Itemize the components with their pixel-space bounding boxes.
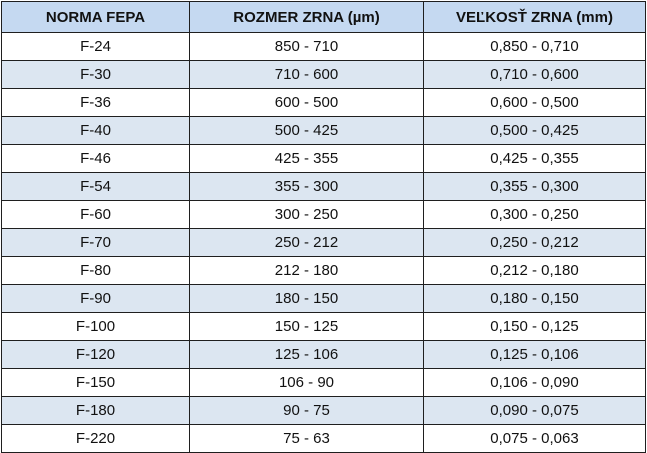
cell-grain-size-um: 125 - 106 — [189, 340, 424, 369]
cell-grain-size-mm: 0,600 - 0,500 — [423, 88, 646, 117]
table-row: F-220 75 - 63 0,075 - 0,063 — [1, 424, 646, 453]
cell-grain-size-mm: 0,710 - 0,600 — [423, 60, 646, 89]
table-row: F-60 300 - 250 0,300 - 0,250 — [1, 200, 646, 229]
cell-fepa-grade: F-24 — [1, 32, 190, 61]
cell-grain-size-mm: 0,125 - 0,106 — [423, 340, 646, 369]
header-grain-size-um: ROZMER ZRNA (µm) — [189, 1, 424, 33]
cell-grain-size-um: 500 - 425 — [189, 116, 424, 145]
table-row: F-90 180 - 150 0,180 - 0,150 — [1, 284, 646, 313]
cell-grain-size-um: 180 - 150 — [189, 284, 424, 313]
cell-fepa-grade: F-40 — [1, 116, 190, 145]
cell-fepa-grade: F-120 — [1, 340, 190, 369]
cell-grain-size-mm: 0,212 - 0,180 — [423, 256, 646, 285]
table-row: F-54 355 - 300 0,355 - 0,300 — [1, 172, 646, 201]
cell-grain-size-mm: 0,300 - 0,250 — [423, 200, 646, 229]
cell-fepa-grade: F-30 — [1, 60, 190, 89]
cell-grain-size-um: 106 - 90 — [189, 368, 424, 397]
cell-grain-size-um: 212 - 180 — [189, 256, 424, 285]
cell-grain-size-mm: 0,425 - 0,355 — [423, 144, 646, 173]
cell-grain-size-mm: 0,090 - 0,075 — [423, 396, 646, 425]
cell-grain-size-um: 355 - 300 — [189, 172, 424, 201]
cell-grain-size-mm: 0,150 - 0,125 — [423, 312, 646, 341]
table-row: F-24 850 - 710 0,850 - 0,710 — [1, 32, 646, 61]
table-row: F-46 425 - 355 0,425 - 0,355 — [1, 144, 646, 173]
cell-fepa-grade: F-80 — [1, 256, 190, 285]
table-body: F-24 850 - 710 0,850 - 0,710 F-30 710 - 600 0… — [1, 32, 646, 453]
cell-grain-size-mm: 0,250 - 0,212 — [423, 228, 646, 257]
table-row: F-150 106 - 90 0,106 - 0,090 — [1, 368, 646, 397]
cell-grain-size-um: 425 - 355 — [189, 144, 424, 173]
cell-grain-size-um: 75 - 63 — [189, 424, 424, 453]
cell-grain-size-mm: 0,106 - 0,090 — [423, 368, 646, 397]
cell-grain-size-um: 850 - 710 — [189, 32, 424, 61]
cell-grain-size-um: 90 - 75 — [189, 396, 424, 425]
cell-fepa-grade: F-54 — [1, 172, 190, 201]
cell-grain-size-um: 250 - 212 — [189, 228, 424, 257]
cell-fepa-grade: F-70 — [1, 228, 190, 257]
cell-fepa-grade: F-36 — [1, 88, 190, 117]
cell-grain-size-um: 150 - 125 — [189, 312, 424, 341]
table-row: F-36 600 - 500 0,600 - 0,500 — [1, 88, 646, 117]
cell-fepa-grade: F-100 — [1, 312, 190, 341]
cell-fepa-grade: F-60 — [1, 200, 190, 229]
cell-fepa-grade: F-180 — [1, 396, 190, 425]
header-fepa-standard: NORMA FEPA — [1, 1, 190, 33]
table-row: F-80 212 - 180 0,212 - 0,180 — [1, 256, 646, 285]
header-grain-size-mm: VEĽKOSŤ ZRNA (mm) — [423, 1, 646, 33]
cell-fepa-grade: F-90 — [1, 284, 190, 313]
cell-grain-size-um: 710 - 600 — [189, 60, 424, 89]
cell-fepa-grade: F-46 — [1, 144, 190, 173]
table-row: F-30 710 - 600 0,710 - 0,600 — [1, 60, 646, 89]
table-row: F-120 125 - 106 0,125 - 0,106 — [1, 340, 646, 369]
cell-grain-size-mm: 0,500 - 0,425 — [423, 116, 646, 145]
cell-grain-size-mm: 0,850 - 0,710 — [423, 32, 646, 61]
cell-fepa-grade: F-150 — [1, 368, 190, 397]
cell-grain-size-um: 600 - 500 — [189, 88, 424, 117]
cell-grain-size-mm: 0,180 - 0,150 — [423, 284, 646, 313]
cell-grain-size-mm: 0,355 - 0,300 — [423, 172, 646, 201]
cell-grain-size-mm: 0,075 - 0,063 — [423, 424, 646, 453]
table-row: F-180 90 - 75 0,090 - 0,075 — [1, 396, 646, 425]
table-row: F-100 150 - 125 0,150 - 0,125 — [1, 312, 646, 341]
cell-grain-size-um: 300 - 250 — [189, 200, 424, 229]
table-header: NORMA FEPA ROZMER ZRNA (µm) VEĽKOSŤ ZRNA… — [1, 1, 646, 33]
header-row: NORMA FEPA ROZMER ZRNA (µm) VEĽKOSŤ ZRNA… — [1, 1, 646, 33]
cell-fepa-grade: F-220 — [1, 424, 190, 453]
table-row: F-70 250 - 212 0,250 - 0,212 — [1, 228, 646, 257]
table-row: F-40 500 - 425 0,500 - 0,425 — [1, 116, 646, 145]
